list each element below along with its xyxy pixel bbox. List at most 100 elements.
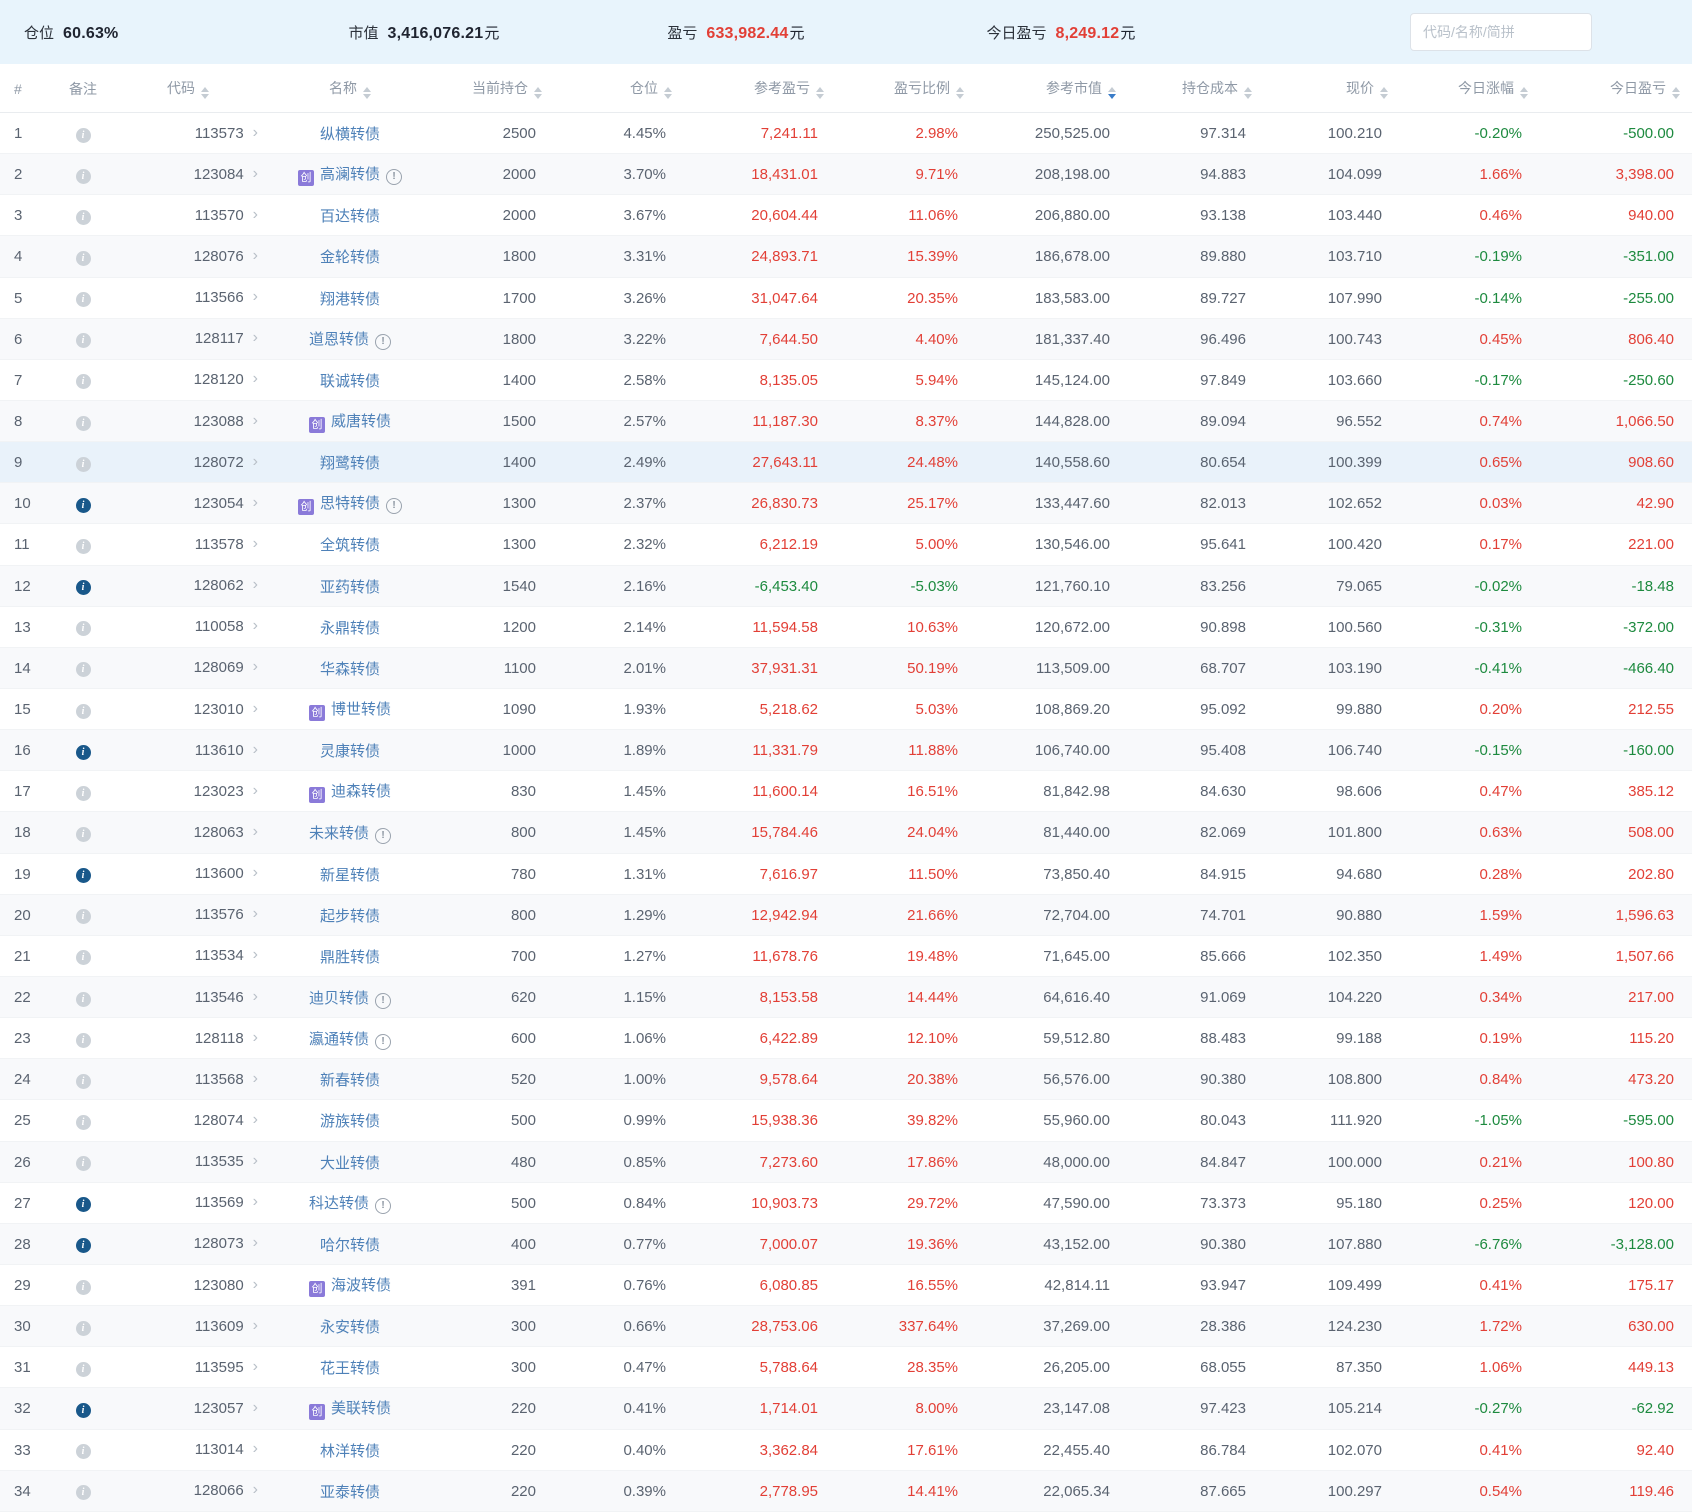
note-info-icon[interactable]: i — [75, 950, 91, 966]
note-info-icon[interactable]: i — [75, 1197, 91, 1213]
bond-name-link[interactable]: 全筑转债 — [319, 537, 380, 555]
bond-name-link[interactable]: 道恩转债 — [308, 331, 369, 349]
bond-name-link[interactable]: 花王转债 — [319, 1360, 380, 1378]
bond-name-link[interactable]: 永安转债 — [319, 1319, 380, 1337]
expand-chevron-icon[interactable]: › — [252, 452, 258, 470]
expand-chevron-icon[interactable]: › — [252, 699, 258, 717]
bond-name-link[interactable]: 华森转债 — [319, 660, 380, 678]
note-info-icon[interactable]: i — [75, 1073, 91, 1089]
table-row[interactable]: 5 i 113566 › 翔港转债 1700 3.26% 31,047.64 20.35% 183… — [0, 278, 1692, 319]
bond-name-link[interactable]: 游族转债 — [319, 1113, 380, 1131]
note-info-icon[interactable]: i — [75, 497, 91, 513]
table-row[interactable]: 9 i 128072 › 翔鹭转债 1400 2.49% 27,643.11 24.48% 140… — [0, 442, 1692, 484]
col-position[interactable]: 仓位 — [546, 64, 676, 113]
note-info-icon[interactable]: i — [75, 580, 91, 596]
expand-chevron-icon[interactable]: › — [252, 617, 258, 635]
col-pnl-ratio[interactable]: 盈亏比例 — [828, 64, 968, 113]
expand-chevron-icon[interactable]: › — [252, 740, 258, 758]
bond-name-link[interactable]: 纵横转债 — [319, 126, 380, 144]
expand-chevron-icon[interactable]: › — [252, 123, 258, 141]
table-row[interactable]: 25 i 128074 › 游族转债 500 0.99% 15,938.36 39.82% 55,… — [0, 1100, 1692, 1141]
col-today-pnl[interactable]: 今日盈亏 — [1532, 64, 1692, 113]
table-row[interactable]: 15 i 123010 › 创博世转债 1090 1.93% 5,218.62 5.03% 108… — [0, 689, 1692, 730]
bond-name-link[interactable]: 科达转债 — [308, 1195, 369, 1213]
warning-icon[interactable]: ! — [375, 1198, 391, 1215]
table-row[interactable]: 14 i 128069 › 华森转债 1100 2.01% 37,931.31 50.19% 11… — [0, 647, 1692, 689]
warning-icon[interactable]: ! — [375, 827, 391, 844]
bond-name-link[interactable]: 大业转债 — [319, 1154, 380, 1172]
bond-name-link[interactable]: 亚药转债 — [319, 578, 380, 596]
bond-name-link[interactable]: 金轮转债 — [319, 249, 380, 267]
col-code[interactable]: 代码 — [116, 64, 260, 113]
expand-chevron-icon[interactable]: › — [252, 1398, 258, 1416]
bond-name-link[interactable]: 林洋转债 — [319, 1442, 380, 1460]
note-info-icon[interactable]: i — [75, 703, 91, 719]
expand-chevron-icon[interactable]: › — [252, 1481, 258, 1499]
bond-name-link[interactable]: 亚泰转债 — [319, 1483, 380, 1501]
note-info-icon[interactable]: i — [75, 127, 91, 143]
table-row[interactable]: 31 i 113595 › 花王转债 300 0.47% 5,788.64 28.35% 26,2… — [0, 1347, 1692, 1388]
table-row[interactable]: 18 i 128063 › 未来转债! 800 1.45% 15,784.46 24.04% 81… — [0, 812, 1692, 854]
bond-name-link[interactable]: 鼎胜转债 — [319, 948, 380, 966]
bond-name-link[interactable]: 迪贝转债 — [308, 989, 369, 1007]
bond-name-link[interactable]: 高澜转债 — [319, 166, 380, 184]
note-info-icon[interactable]: i — [75, 1402, 91, 1418]
expand-chevron-icon[interactable]: › — [252, 822, 258, 840]
col-holdings[interactable]: 当前持仓 — [440, 64, 546, 113]
table-row[interactable]: 26 i 113535 › 大业转债 480 0.85% 7,273.60 17.86% 48,0… — [0, 1141, 1692, 1183]
expand-chevron-icon[interactable]: › — [252, 493, 258, 511]
note-info-icon[interactable]: i — [75, 1114, 91, 1130]
expand-chevron-icon[interactable]: › — [252, 1193, 258, 1211]
expand-chevron-icon[interactable]: › — [252, 370, 258, 388]
expand-chevron-icon[interactable]: › — [252, 987, 258, 1005]
bond-name-link[interactable]: 海波转债 — [330, 1277, 391, 1294]
table-row[interactable]: 20 i 113576 › 起步转债 800 1.29% 12,942.94 21.66% 72,… — [0, 894, 1692, 936]
expand-chevron-icon[interactable]: › — [252, 905, 258, 923]
col-today-chg[interactable]: 今日涨幅 — [1392, 64, 1532, 113]
table-row[interactable]: 22 i 113546 › 迪贝转债! 620 1.15% 8,153.58 14.44% 64,… — [0, 976, 1692, 1019]
bond-name-link[interactable]: 瀛通转债 — [308, 1030, 369, 1048]
note-info-icon[interactable]: i — [75, 1485, 91, 1501]
note-info-icon[interactable]: i — [75, 250, 91, 266]
expand-chevron-icon[interactable]: › — [252, 1234, 258, 1252]
expand-chevron-icon[interactable]: › — [252, 1028, 258, 1046]
note-info-icon[interactable]: i — [75, 538, 91, 554]
note-info-icon[interactable]: i — [75, 415, 91, 431]
note-info-icon[interactable]: i — [75, 991, 91, 1007]
warning-icon[interactable]: ! — [386, 169, 402, 186]
expand-chevron-icon[interactable]: › — [252, 1069, 258, 1087]
col-ref-pnl[interactable]: 参考盈亏 — [676, 64, 828, 113]
table-row[interactable]: 34 i 128066 › 亚泰转债 220 0.39% 2,778.95 14.41% 22,0… — [0, 1470, 1692, 1512]
table-row[interactable]: 27 i 113569 › 科达转债! 500 0.84% 10,903.73 29.72% 47… — [0, 1183, 1692, 1224]
table-row[interactable]: 13 i 110058 › 永鼎转债 1200 2.14% 11,594.58 10.63% 12… — [0, 607, 1692, 648]
expand-chevron-icon[interactable]: › — [252, 658, 258, 676]
bond-name-link[interactable]: 思特转债 — [319, 495, 380, 513]
table-row[interactable]: 2 i 123084 › 创高澜转债! 2000 3.70% 18,431.01 9.71% 20… — [0, 154, 1692, 196]
note-info-icon[interactable]: i — [75, 621, 91, 637]
note-info-icon[interactable]: i — [75, 909, 91, 925]
bond-name-link[interactable]: 起步转债 — [319, 907, 380, 925]
table-row[interactable]: 1 i 113573 › 纵横转债 2500 4.45% 7,241.11 2.98% 250,5… — [0, 113, 1692, 154]
col-cost[interactable]: 持仓成本 — [1120, 64, 1256, 113]
table-row[interactable]: 3 i 113570 › 百达转债 2000 3.67% 20,604.44 11.06% 206… — [0, 195, 1692, 236]
note-info-icon[interactable]: i — [75, 785, 91, 801]
bond-name-link[interactable]: 哈尔转债 — [319, 1236, 380, 1254]
table-row[interactable]: 33 i 113014 › 林洋转债 220 0.40% 3,362.84 17.61% 22,4… — [0, 1430, 1692, 1471]
table-row[interactable]: 12 i 128062 › 亚药转债 1540 2.16% -6,453.40 -5.03% 12… — [0, 565, 1692, 607]
bond-name-link[interactable]: 未来转债 — [308, 824, 369, 842]
bond-name-link[interactable]: 新星转债 — [319, 866, 380, 884]
expand-chevron-icon[interactable]: › — [252, 205, 258, 223]
note-info-icon[interactable]: i — [75, 1032, 91, 1048]
bond-name-link[interactable]: 永鼎转债 — [319, 619, 380, 637]
note-info-icon[interactable]: i — [75, 456, 91, 472]
note-info-icon[interactable]: i — [75, 1320, 91, 1336]
bond-name-link[interactable]: 灵康转债 — [319, 743, 380, 761]
expand-chevron-icon[interactable]: › — [252, 864, 258, 882]
note-info-icon[interactable]: i — [75, 374, 91, 390]
table-row[interactable]: 16 i 113610 › 灵康转债 1000 1.89% 11,331.79 11.88% 10… — [0, 730, 1692, 772]
table-row[interactable]: 21 i 113534 › 鼎胜转债 700 1.27% 11,678.76 19.48% 71,… — [0, 936, 1692, 977]
note-info-icon[interactable]: i — [75, 662, 91, 678]
expand-chevron-icon[interactable]: › — [252, 246, 258, 264]
expand-chevron-icon[interactable]: › — [252, 329, 258, 347]
expand-chevron-icon[interactable]: › — [252, 576, 258, 594]
